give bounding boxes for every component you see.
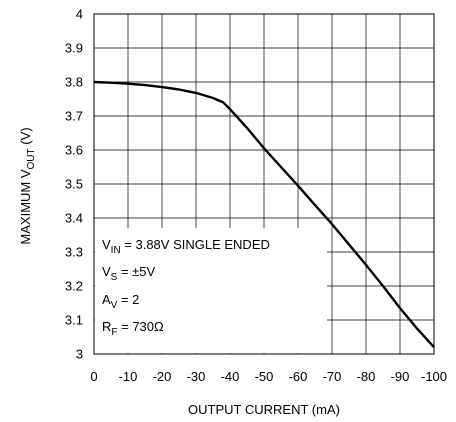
y-tick-labels: 3 3.1 3.2 3.3 3.4 3.5 3.6 3.7 3.8 3.9 4 [65, 7, 83, 362]
annotation-pre: A [102, 292, 111, 307]
x-tick-label: -40 [221, 369, 240, 384]
annotation-text: VS = ±5V [102, 264, 156, 283]
series-line [93, 80, 435, 349]
x-tick-label: -100 [421, 369, 447, 384]
annotation-background-top [95, 228, 327, 261]
annotation-pre: V [102, 237, 111, 252]
annotation-post: = 730Ω [118, 319, 165, 334]
plot-frame [93, 13, 435, 355]
y-axis-label-sub: OUT [26, 148, 37, 169]
x-tick-label: -20 [153, 369, 172, 384]
annotation-text: VIN = 3.88V SINGLE ENDED [102, 237, 270, 256]
y-tick-label: 3 [76, 347, 83, 362]
annotation-sub: V [111, 300, 118, 311]
annotation-sub: IN [111, 245, 121, 256]
y-tick-label: 3.2 [65, 279, 83, 294]
y-tick-label: 4 [76, 7, 83, 22]
x-tick-label: -50 [255, 369, 274, 384]
annotation-post: = 2 [117, 292, 139, 307]
x-tick-label: -10 [119, 369, 138, 384]
y-tick-label: 3.4 [65, 211, 83, 226]
x-tick-label: -60 [289, 369, 308, 384]
y-tick-label: 3.3 [65, 245, 83, 260]
x-tick-label: 0 [90, 369, 97, 384]
annotation-box [95, 228, 327, 353]
y-axis-label: MAXIMUM VOUT (V) [18, 127, 37, 244]
y-tick-label: 3.6 [65, 143, 83, 158]
y-tick-label: 3.1 [65, 313, 83, 328]
y-axis-label-post: (V) [18, 127, 33, 148]
x-tick-labels: 0 -10 -20 -30 -40 -50 -60 -70 -80 -90 -100 [90, 369, 447, 384]
y-tick-label: 3.7 [65, 109, 83, 124]
annotation-pre: V [102, 264, 111, 279]
annotation-pre: R [102, 319, 111, 334]
annotation-sub: S [111, 272, 118, 283]
annotation-text: RF = 730Ω [102, 319, 164, 338]
x-tick-label: -30 [187, 369, 206, 384]
x-tick-label: -80 [357, 369, 376, 384]
x-tick-label: -90 [391, 369, 410, 384]
x-axis-label: OUTPUT CURRENT (mA) [188, 402, 340, 417]
x-tick-label: -70 [323, 369, 342, 384]
annotation-post: = 3.88V SINGLE ENDED [121, 237, 270, 252]
annotation-post: = ±5V [117, 264, 155, 279]
annotation-text: AV = 2 [102, 292, 139, 311]
series-group [93, 80, 435, 349]
y-tick-label: 3.5 [65, 177, 83, 192]
annotation-sub: F [111, 327, 117, 338]
y-tick-label: 3.8 [65, 75, 83, 90]
y-axis-label-pre: MAXIMUM V [18, 169, 33, 244]
y-tick-label: 3.9 [65, 41, 83, 56]
